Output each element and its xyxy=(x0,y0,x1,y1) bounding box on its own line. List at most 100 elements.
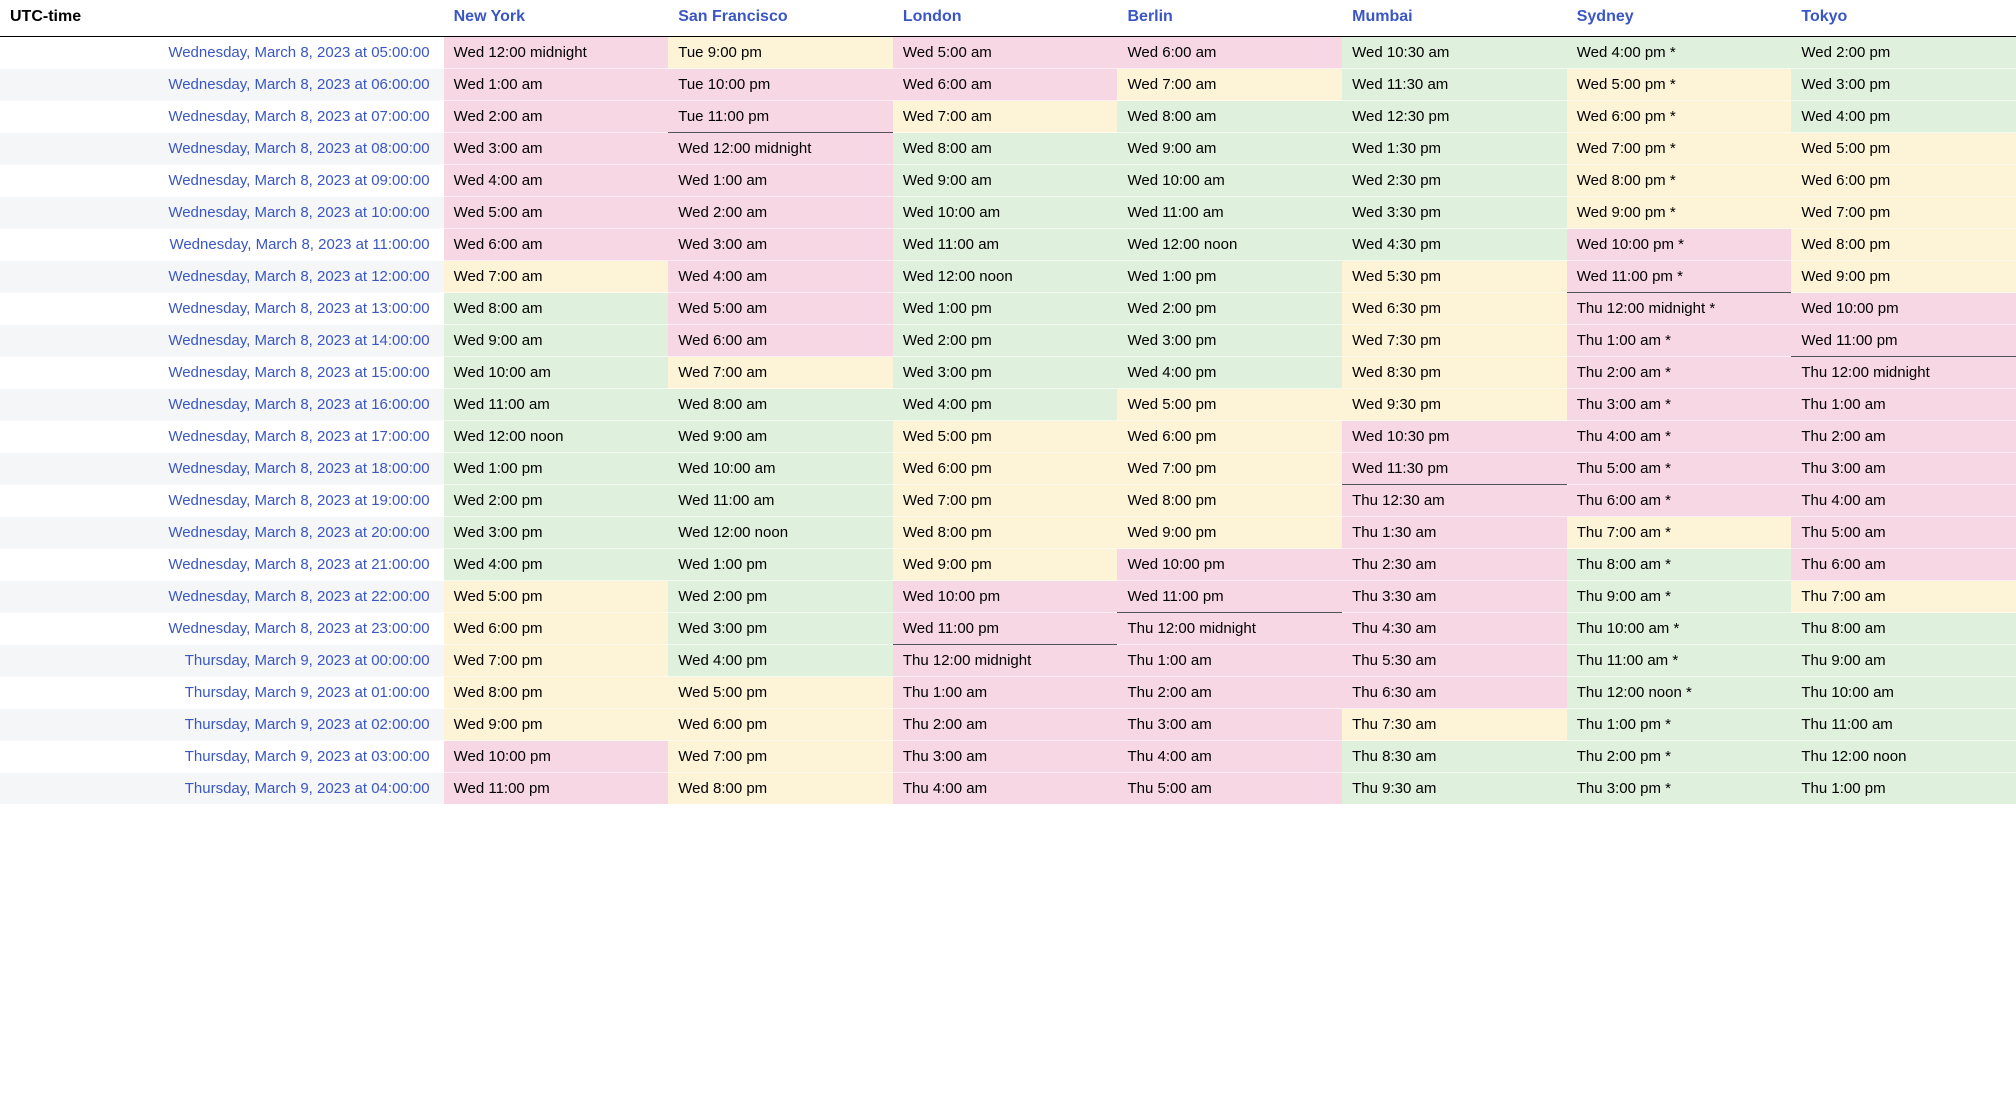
utc-time-link[interactable]: Wednesday, March 8, 2023 at 23:00:00 xyxy=(0,613,444,645)
time-cell: Tue 11:00 pm xyxy=(668,101,893,133)
time-cell: Thu 3:00 am xyxy=(1791,453,2016,485)
time-cell: Thu 12:00 midnight xyxy=(893,645,1118,677)
time-cell: Wed 11:00 pm xyxy=(1117,581,1342,613)
utc-time-link[interactable]: Thursday, March 9, 2023 at 02:00:00 xyxy=(0,709,444,741)
time-cell: Wed 7:00 am xyxy=(444,261,669,293)
table-row: Wednesday, March 8, 2023 at 11:00:00 Wed … xyxy=(0,229,2016,261)
time-cell: Wed 8:00 pm xyxy=(1791,229,2016,261)
time-cell: Thu 4:00 am * xyxy=(1567,421,1792,453)
utc-time-link[interactable]: Wednesday, March 8, 2023 at 18:00:00 xyxy=(0,453,444,485)
table-row: Wednesday, March 8, 2023 at 20:00:00Wed … xyxy=(0,517,2016,549)
time-cell: Thu 3:00 pm * xyxy=(1567,773,1792,805)
time-cell: Wed 8:00 pm * xyxy=(1567,165,1792,197)
utc-time-link[interactable]: Thursday, March 9, 2023 at 04:00:00 xyxy=(0,773,444,805)
city-header-berlin[interactable]: Berlin xyxy=(1117,0,1342,37)
utc-time-link[interactable]: Thursday, March 9, 2023 at 01:00:00 xyxy=(0,677,444,709)
utc-time-link[interactable]: Wednesday, March 8, 2023 at 08:00:00 xyxy=(0,133,444,165)
time-cell: Wed 7:00 am xyxy=(1117,69,1342,101)
time-cell: Thu 10:00 am xyxy=(1791,677,2016,709)
time-cell: Wed 11:00 am xyxy=(1117,197,1342,229)
city-header-mumbai[interactable]: Mumbai xyxy=(1342,0,1567,37)
city-header-sydney[interactable]: Sydney xyxy=(1567,0,1792,37)
utc-time-link[interactable]: Wednesday, March 8, 2023 at 19:00:00 xyxy=(0,485,444,517)
time-cell: Wed 11:00 pm xyxy=(444,773,669,805)
time-cell: Thu 3:30 am xyxy=(1342,581,1567,613)
time-cell: Thu 7:30 am xyxy=(1342,709,1567,741)
utc-time-link[interactable]: Thursday, March 9, 2023 at 03:00:00 xyxy=(0,741,444,773)
time-cell: Wed 8:00 am xyxy=(668,389,893,421)
time-cell: Wed 12:00 noon xyxy=(893,261,1118,293)
time-cell: Thu 3:00 am * xyxy=(1567,389,1792,421)
time-cell: Wed 5:00 pm xyxy=(444,581,669,613)
table-row: Wednesday, March 8, 2023 at 05:00:00 Wed … xyxy=(0,37,2016,69)
time-cell: Wed 1:30 pm xyxy=(1342,133,1567,165)
time-cell: Thu 4:30 am xyxy=(1342,613,1567,645)
utc-time-link[interactable]: Wednesday, March 8, 2023 at 20:00:00 xyxy=(0,517,444,549)
time-cell: Wed 8:00 pm xyxy=(668,773,893,805)
time-cell: Thu 7:00 am * xyxy=(1567,517,1792,549)
table-row: Wednesday, March 8, 2023 at 18:00:00 Wed … xyxy=(0,453,2016,485)
time-cell: Wed 7:00 pm xyxy=(444,645,669,677)
time-cell: Thu 2:00 am xyxy=(1791,421,2016,453)
time-cell: Wed 11:00 pm * xyxy=(1567,261,1792,293)
time-cell: Wed 8:00 am xyxy=(444,293,669,325)
utc-time-link[interactable]: Wednesday, March 8, 2023 at 15:00:00 xyxy=(0,357,444,389)
utc-time-link[interactable]: Wednesday, March 8, 2023 at 13:00:00 xyxy=(0,293,444,325)
time-cell: Wed 2:00 pm xyxy=(444,485,669,517)
time-cell: Wed 11:30 pm xyxy=(1342,453,1567,485)
utc-time-link[interactable]: Wednesday, March 8, 2023 at 05:00:00 xyxy=(0,37,444,69)
city-header-london[interactable]: London xyxy=(893,0,1118,37)
utc-time-link[interactable]: Wednesday, March 8, 2023 at 06:00:00 xyxy=(0,69,444,101)
time-cell: Wed 2:00 pm xyxy=(668,581,893,613)
time-cell: Wed 5:00 am xyxy=(668,293,893,325)
time-cell: Wed 10:00 am xyxy=(668,453,893,485)
time-cell: Thu 1:00 pm * xyxy=(1567,709,1792,741)
time-cell: Wed 3:00 pm xyxy=(444,517,669,549)
table-header: UTC-time New York San Francisco London B… xyxy=(0,0,2016,37)
time-cell: Wed 7:00 am xyxy=(668,357,893,389)
utc-time-link[interactable]: Wednesday, March 8, 2023 at 09:00:00 xyxy=(0,165,444,197)
time-cell: Wed 4:00 pm xyxy=(893,389,1118,421)
utc-time-link[interactable]: Wednesday, March 8, 2023 at 17:00:00 xyxy=(0,421,444,453)
time-cell: Wed 11:00 am xyxy=(444,389,669,421)
time-cell: Wed 11:30 am xyxy=(1342,69,1567,101)
time-cell: Wed 6:30 pm xyxy=(1342,293,1567,325)
time-cell: Thu 2:00 am xyxy=(893,709,1118,741)
time-cell: Thu 2:00 am xyxy=(1117,677,1342,709)
time-cell: Thu 8:30 am xyxy=(1342,741,1567,773)
city-header-san-francisco[interactable]: San Francisco xyxy=(668,0,893,37)
time-cell: Wed 12:00 midnight xyxy=(668,133,893,165)
time-cell: Tue 10:00 pm xyxy=(668,69,893,101)
time-cell: Wed 10:00 pm xyxy=(893,581,1118,613)
utc-time-link[interactable]: Wednesday, March 8, 2023 at 21:00:00 xyxy=(0,549,444,581)
city-header-new-york[interactable]: New York xyxy=(444,0,669,37)
time-cell: Wed 10:30 am xyxy=(1342,37,1567,69)
utc-time-link[interactable]: Wednesday, March 8, 2023 at 12:00:00 xyxy=(0,261,444,293)
time-cell: Wed 7:00 pm xyxy=(893,485,1118,517)
utc-time-link[interactable]: Wednesday, March 8, 2023 at 10:00:00 xyxy=(0,197,444,229)
time-cell: Thu 10:00 am * xyxy=(1567,613,1792,645)
utc-time-link[interactable]: Wednesday, March 8, 2023 at 16:00:00 xyxy=(0,389,444,421)
time-cell: Thu 12:30 am xyxy=(1342,485,1567,517)
time-cell: Wed 4:30 pm xyxy=(1342,229,1567,261)
time-cell: Thu 12:00 midnight * xyxy=(1567,293,1792,325)
utc-time-link[interactable]: Wednesday, March 8, 2023 at 07:00:00 xyxy=(0,101,444,133)
time-cell: Wed 5:00 pm xyxy=(668,677,893,709)
utc-time-link[interactable]: Wednesday, March 8, 2023 at 14:00:00 xyxy=(0,325,444,357)
city-header-tokyo[interactable]: Tokyo xyxy=(1791,0,2016,37)
time-cell: Wed 8:00 am xyxy=(893,133,1118,165)
utc-time-link[interactable]: Wednesday, March 8, 2023 at 11:00:00 xyxy=(0,229,444,261)
time-cell: Wed 9:30 pm xyxy=(1342,389,1567,421)
utc-time-link[interactable]: Wednesday, March 8, 2023 at 22:00:00 xyxy=(0,581,444,613)
time-cell: Wed 3:00 am xyxy=(668,229,893,261)
time-cell: Wed 9:00 am xyxy=(893,165,1118,197)
time-cell: Thu 9:30 am xyxy=(1342,773,1567,805)
time-cell: Wed 9:00 pm xyxy=(893,549,1118,581)
time-cell: Wed 3:00 pm xyxy=(668,613,893,645)
time-cell: Wed 3:00 am xyxy=(444,133,669,165)
table-row: Thursday, March 9, 2023 at 00:00:00Wed 7… xyxy=(0,645,2016,677)
time-cell: Wed 12:00 noon xyxy=(1117,229,1342,261)
utc-time-link[interactable]: Thursday, March 9, 2023 at 00:00:00 xyxy=(0,645,444,677)
table-row: Wednesday, March 8, 2023 at 13:00:00Wed … xyxy=(0,293,2016,325)
time-cell: Wed 10:00 pm * xyxy=(1567,229,1792,261)
